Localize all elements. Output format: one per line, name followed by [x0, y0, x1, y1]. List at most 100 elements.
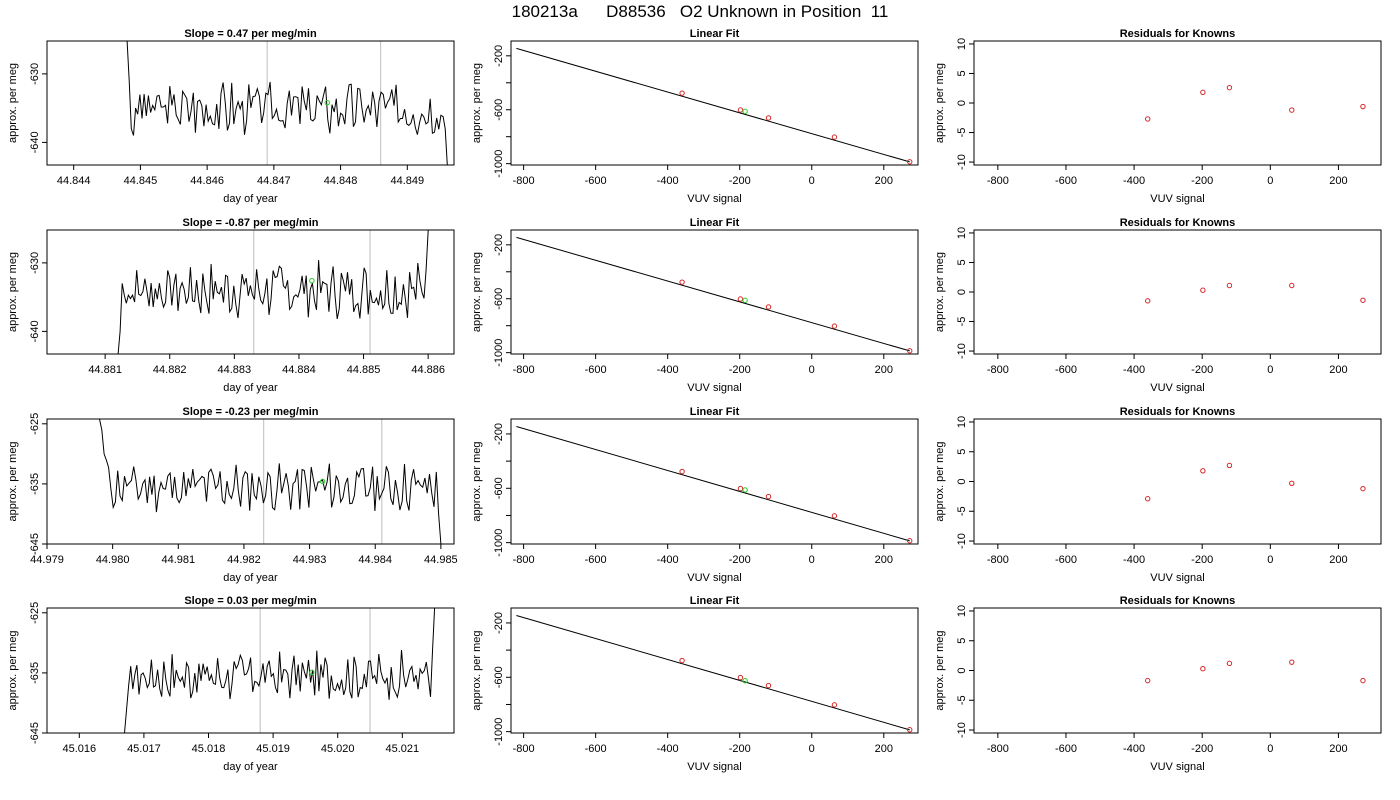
signal-trace	[117, 230, 429, 354]
known-point	[765, 115, 772, 121]
unknown-marker	[320, 478, 326, 485]
known-point	[679, 90, 685, 96]
y-tick-label: -10	[956, 154, 968, 170]
y-tick-label: -600	[493, 99, 505, 121]
known-point	[1226, 84, 1233, 91]
y-tick-label: -1000	[493, 529, 505, 557]
x-tick-label: -600	[585, 364, 607, 376]
y-tick-label: -5	[956, 128, 968, 138]
x-tick-label: -400	[657, 175, 679, 187]
known-point	[1200, 89, 1206, 96]
panel-3-1: Slope = -0.23 per meg/min 44.979 44.980 44.…	[7, 406, 458, 584]
y-tick-label: -1000	[493, 150, 505, 178]
y-tick-label: -625	[29, 413, 41, 435]
y-tick-label: -630	[29, 63, 41, 85]
plot-frame	[973, 607, 1382, 734]
known-point	[907, 538, 913, 544]
x-axis-label: VUV signal	[687, 382, 741, 394]
plot-area	[99, 419, 442, 544]
x-tick-label: 44.885	[347, 364, 381, 376]
y-axis-label: approx. per meg	[934, 441, 946, 521]
x-tick-label: -600	[1055, 554, 1077, 566]
x-axis-label: VUV signal	[1150, 382, 1204, 394]
known-point	[1360, 103, 1366, 110]
x-tick-label: 0	[1267, 554, 1273, 566]
x-tick-label: -400	[1123, 364, 1145, 376]
known-point	[1226, 660, 1233, 667]
plot-area	[126, 41, 448, 165]
y-tick-label: 10	[956, 227, 968, 239]
x-tick-label: -800	[987, 743, 1009, 755]
fit-line	[516, 236, 910, 352]
x-tick-label: 200	[1329, 364, 1347, 376]
y-tick-label: -5	[956, 695, 968, 705]
known-point	[1144, 116, 1151, 122]
x-tick-label: 44.979	[30, 554, 64, 566]
y-tick-label: -635	[29, 473, 41, 495]
x-axis-label: day of year	[223, 382, 278, 394]
plot-area	[516, 614, 913, 733]
y-tick-label: 5	[956, 70, 968, 76]
y-tick-label: -10	[956, 343, 968, 359]
plot-frame	[973, 40, 1382, 166]
plot-frame	[510, 229, 919, 355]
y-tick-label: 0	[956, 100, 968, 106]
fit-line	[516, 614, 910, 731]
known-point	[1289, 659, 1295, 665]
unknown-marker	[324, 99, 330, 106]
x-tick-label: -200	[1191, 364, 1213, 376]
x-tick-label: 44.980	[96, 554, 130, 566]
y-axis-label: approx. per meg	[471, 441, 483, 521]
known-point	[737, 107, 744, 113]
plot-area	[1144, 659, 1366, 684]
y-tick-label: -600	[493, 288, 505, 310]
y-tick-label: -1000	[493, 718, 505, 746]
y-tick-label: -10	[956, 722, 968, 738]
panel-2-2: Linear Fit -800 -600 -400 -200 0 200 VUV signal…	[471, 217, 919, 394]
y-axis-label: approx. per meg	[7, 63, 19, 143]
known-point	[831, 513, 838, 519]
y-tick-label: 0	[956, 478, 968, 484]
x-tick-label: 0	[809, 743, 815, 755]
x-tick-label: -400	[1123, 554, 1145, 566]
x-tick-label: 44.845	[124, 175, 158, 187]
x-axis-label: VUV signal	[1150, 193, 1204, 205]
known-point	[1289, 107, 1295, 113]
known-point	[831, 134, 838, 140]
x-tick-label: 200	[1329, 175, 1347, 187]
x-tick-label: -200	[729, 175, 751, 187]
plot-area	[516, 47, 913, 165]
x-tick-label: -800	[513, 175, 535, 187]
signal-trace	[126, 41, 448, 165]
x-tick-label: 44.881	[88, 364, 122, 376]
panel-2-1: Slope = -0.87 per meg/min 44.881 44.882 44.…	[7, 217, 455, 394]
known-point	[737, 674, 744, 681]
y-axis-label: approx. per meg	[7, 441, 19, 521]
panel-4-3: Residuals for Knowns -800 -600 -400 -200 0 200…	[934, 595, 1382, 773]
y-tick-label: 5	[956, 638, 968, 644]
x-tick-label: 44.847	[257, 175, 291, 187]
panel-title: Linear Fit	[690, 595, 740, 607]
plot-area	[117, 230, 429, 354]
known-point	[831, 702, 838, 708]
x-axis-label: VUV signal	[1150, 761, 1204, 773]
y-tick-label: -630	[29, 252, 41, 274]
panel-3-3: Residuals for Knowns -800 -600 -400 -200 0 200…	[934, 406, 1382, 584]
plot-frame	[46, 418, 455, 545]
x-tick-label: 200	[1329, 554, 1347, 566]
x-tick-label: -400	[657, 554, 679, 566]
y-axis-label: approx. per meg	[7, 252, 19, 332]
x-tick-label: -200	[729, 554, 751, 566]
x-tick-label: -400	[1123, 175, 1145, 187]
y-axis-label: approx. per meg	[7, 630, 19, 710]
y-tick-label: -10	[956, 533, 968, 549]
x-tick-label: -800	[987, 364, 1009, 376]
x-axis-label: VUV signal	[687, 761, 741, 773]
plot-frame	[510, 607, 919, 734]
x-tick-label: 0	[809, 554, 815, 566]
x-axis-label: day of year	[223, 761, 278, 773]
plot-area	[516, 425, 913, 544]
x-tick-label: -200	[1191, 554, 1213, 566]
y-tick-label: -200	[493, 234, 505, 256]
y-tick-label: 0	[956, 667, 968, 673]
